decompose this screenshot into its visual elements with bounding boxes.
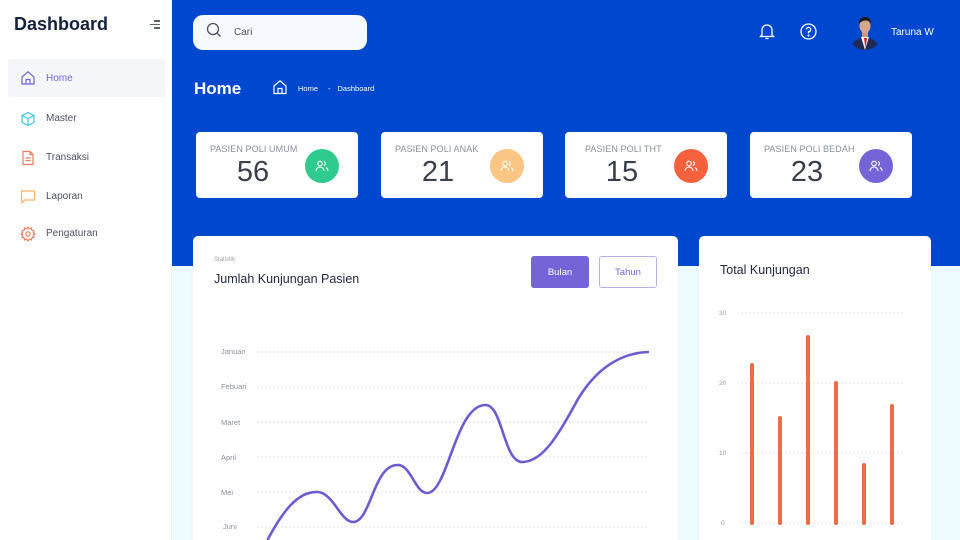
- stat-card-poli-anak[interactable]: PASIEN POLI ANAK 21: [381, 132, 543, 198]
- breadcrumb-separator: -: [328, 83, 331, 93]
- breadcrumb: Home - Dashboard: [272, 79, 374, 97]
- menu-icon-line: [150, 23, 160, 25]
- help-icon[interactable]: [800, 23, 817, 45]
- sidebar: Dashboard Home Master Transaksi: [0, 0, 172, 540]
- chat-icon: [20, 189, 36, 205]
- tahun-button[interactable]: Tahun: [599, 256, 657, 288]
- search-input[interactable]: [234, 27, 354, 38]
- svg-text:30: 30: [719, 310, 727, 317]
- sidebar-item-master[interactable]: Master: [8, 99, 165, 138]
- y-label-maret: Maret: [221, 418, 241, 427]
- gear-icon: [20, 225, 36, 242]
- panel-subtitle: Statistik: [214, 257, 236, 263]
- stat-card-poli-bedah[interactable]: PASIEN POLI BEDAH 23: [750, 132, 912, 198]
- stat-value: 15: [605, 156, 639, 188]
- sidebar-item-label: Laporan: [46, 191, 83, 202]
- line-chart: Januari Febuari Maret April Mei Juni: [221, 347, 650, 540]
- y-label-januari: Januari: [221, 347, 246, 356]
- stat-value: 56: [236, 156, 270, 188]
- panel-title: Total Kunjungan: [720, 263, 810, 277]
- y-label-juni: Juni: [223, 522, 237, 531]
- stat-label: PASIEN POLI UMUM: [210, 144, 298, 154]
- sidebar-item-pengaturan[interactable]: Pengaturan: [8, 214, 165, 253]
- stat-card-poli-tht[interactable]: PASIEN POLI THT 15: [565, 132, 727, 198]
- sidebar-item-laporan[interactable]: Laporan: [8, 177, 165, 216]
- users-icon: [674, 149, 708, 183]
- search-icon: [206, 22, 222, 43]
- visits-chart-panel: Statistik Jumlah Kunjungan Pasien Bulan …: [193, 236, 678, 540]
- sidebar-item-home[interactable]: Home: [8, 59, 165, 97]
- home-icon: [20, 70, 36, 86]
- document-icon: [20, 150, 36, 166]
- users-icon: [305, 149, 339, 183]
- bulan-button[interactable]: Bulan: [531, 256, 589, 288]
- sidebar-item-transaksi[interactable]: Transaksi: [8, 138, 165, 177]
- stat-label: PASIEN POLI BEDAH: [764, 144, 855, 154]
- sidebar-nav: Home Master Transaksi Laporan Pengaturan: [8, 59, 165, 253]
- svg-text:0: 0: [721, 520, 725, 527]
- menu-icon-line: [154, 20, 160, 22]
- y-label-april: April: [221, 453, 236, 462]
- avatar[interactable]: [848, 14, 882, 50]
- home-icon[interactable]: [272, 79, 288, 97]
- stat-value: 23: [790, 156, 824, 188]
- stat-card-poli-umum[interactable]: PASIEN POLI UMUM 56: [196, 132, 358, 198]
- username: Taruna W: [891, 27, 934, 38]
- sidebar-item-label: Home: [46, 72, 73, 84]
- y-label-febuari: Febuari: [221, 382, 247, 391]
- stat-value: 21: [421, 156, 455, 188]
- svg-text:20: 20: [719, 380, 727, 387]
- total-visits-panel: Total Kunjungan 30 20 10 0: [699, 236, 931, 540]
- stat-label: PASIEN POLI THT: [585, 144, 662, 154]
- sidebar-item-label: Pengaturan: [46, 228, 98, 239]
- page-title: Home: [194, 79, 242, 98]
- box-icon: [20, 111, 36, 127]
- search-box[interactable]: [193, 15, 367, 50]
- sidebar-item-label: Transaksi: [46, 152, 89, 163]
- users-icon: [859, 149, 893, 183]
- sidebar-item-label: Master: [46, 113, 77, 124]
- brand-title: Dashboard: [14, 14, 109, 34]
- breadcrumb-home[interactable]: Home: [298, 83, 319, 93]
- bell-icon[interactable]: [758, 23, 776, 45]
- panel-title: Jumlah Kunjungan Pasien: [214, 272, 360, 286]
- svg-text:10: 10: [719, 450, 727, 457]
- breadcrumb-dashboard: Dashboard: [337, 83, 375, 93]
- menu-icon-line: [154, 27, 160, 29]
- bar-chart: 30 20 10 0: [719, 310, 903, 527]
- collapse-sidebar-button[interactable]: [150, 20, 162, 30]
- y-label-mei: Mei: [221, 488, 233, 497]
- users-icon: [490, 149, 524, 183]
- stat-label: PASIEN POLI ANAK: [395, 144, 479, 154]
